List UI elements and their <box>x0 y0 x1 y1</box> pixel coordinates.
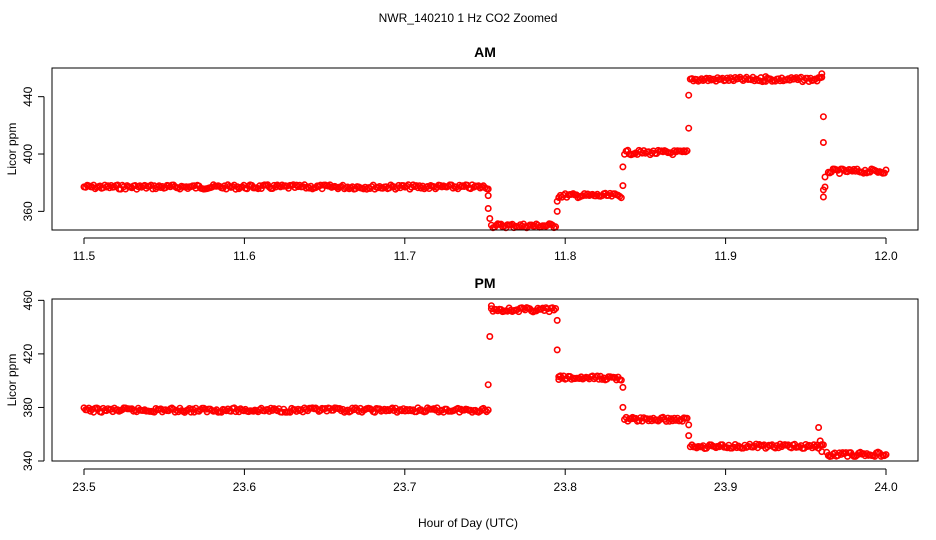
am-y-axis: 360 400 440 <box>21 86 45 221</box>
am-transition-point <box>484 205 492 213</box>
pm-transition-point <box>553 316 561 324</box>
am-data-point <box>409 181 417 189</box>
pm-data-point <box>683 414 691 422</box>
pm-transition-point <box>819 441 827 449</box>
am-data-point <box>484 185 492 193</box>
am-transition-point <box>685 91 693 99</box>
pm-data-points <box>80 302 890 460</box>
am-transition-point <box>819 193 827 201</box>
am-y-axis-label: Licor ppm <box>5 123 19 176</box>
am-transition-point <box>819 139 827 147</box>
am-x-axis: 11.5 11.6 11.7 11.8 11.9 12.0 <box>73 237 898 263</box>
figure-title: NWR_140210 1 Hz CO2 Zoomed <box>379 11 558 25</box>
am-data-points <box>80 70 890 232</box>
am-data-point <box>624 146 632 154</box>
am-transition-point <box>553 197 561 205</box>
pm-transition-point <box>818 448 826 456</box>
pm-transition-point <box>484 381 492 389</box>
pm-y-tick-label: 420 <box>21 344 35 364</box>
pm-y-tick-label: 460 <box>21 290 35 310</box>
am-transition-point <box>762 73 770 81</box>
pm-x-tick-label: 23.5 <box>72 480 96 494</box>
am-transition-point <box>821 173 829 181</box>
am-plot-frame <box>51 67 919 231</box>
am-x-tick-label: 11.8 <box>554 249 577 263</box>
am-data-point <box>147 181 155 189</box>
am-y-tick-label: 440 <box>21 86 35 106</box>
pm-data-point <box>550 306 558 314</box>
am-y-tick-label: 400 <box>21 144 35 164</box>
am-x-tick-label: 11.9 <box>714 249 737 263</box>
pm-x-tick-label: 23.6 <box>233 480 257 494</box>
am-transition-point <box>619 182 627 190</box>
am-y-tick-label: 360 <box>21 201 35 221</box>
pm-data-point <box>552 304 560 312</box>
am-x-tick-label: 12.0 <box>874 249 898 263</box>
pm-transition-point <box>685 432 693 440</box>
am-panel: AM 11.5 11.6 11.7 11.8 11.9 12.0 360 400 440 Li… <box>5 44 919 263</box>
pm-data-point <box>90 408 98 416</box>
am-panel-title: AM <box>474 44 496 60</box>
pm-plot-frame <box>51 298 919 462</box>
am-data-point <box>683 147 691 155</box>
am-x-tick-label: 11.5 <box>73 249 96 263</box>
am-transition-point <box>484 192 492 200</box>
am-transition-point <box>819 113 827 121</box>
pm-transition-point <box>553 346 561 354</box>
am-data-point <box>617 194 625 202</box>
am-x-tick-label: 11.6 <box>233 249 256 263</box>
am-transition-point <box>486 215 494 223</box>
pm-transition-point <box>619 403 627 411</box>
pm-data-point <box>484 406 492 414</box>
pm-data-point <box>617 376 625 384</box>
pm-transition-point <box>815 423 823 431</box>
pm-data-point <box>871 452 879 460</box>
pm-panel: PM 23.5 23.6 23.7 23.8 23.9 24.0 340 380 420 460… <box>5 275 919 494</box>
pm-y-tick-label: 340 <box>21 451 35 471</box>
pm-transition-point <box>685 421 693 429</box>
am-transition-point <box>818 70 826 78</box>
pm-x-tick-label: 23.9 <box>714 480 738 494</box>
am-transition-point <box>553 207 561 215</box>
am-x-tick-label: 11.7 <box>394 249 417 263</box>
pm-y-axis: 340 380 420 460 <box>21 290 45 471</box>
pm-x-tick-label: 24.0 <box>874 480 898 494</box>
pm-transition-point <box>555 373 563 381</box>
pm-y-axis-label: Licor ppm <box>5 354 19 407</box>
pm-x-tick-label: 23.7 <box>393 480 417 494</box>
pm-data-point <box>185 404 193 412</box>
pm-data-point <box>481 406 489 414</box>
pm-transition-point <box>619 383 627 391</box>
am-transition-point <box>819 186 827 194</box>
pm-transition-point <box>487 302 495 310</box>
am-data-point <box>818 73 826 81</box>
x-axis-label: Hour of Day (UTC) <box>418 516 518 530</box>
pm-y-tick-label: 380 <box>21 397 35 417</box>
pm-transition-point <box>486 332 494 340</box>
am-transition-point <box>685 124 693 132</box>
am-transition-point <box>619 163 627 171</box>
pm-data-point <box>882 451 890 459</box>
am-data-point <box>882 166 890 174</box>
pm-x-tick-label: 23.8 <box>554 480 578 494</box>
pm-panel-title: PM <box>475 275 496 291</box>
pm-x-axis: 23.5 23.6 23.7 23.8 23.9 24.0 <box>72 468 898 494</box>
